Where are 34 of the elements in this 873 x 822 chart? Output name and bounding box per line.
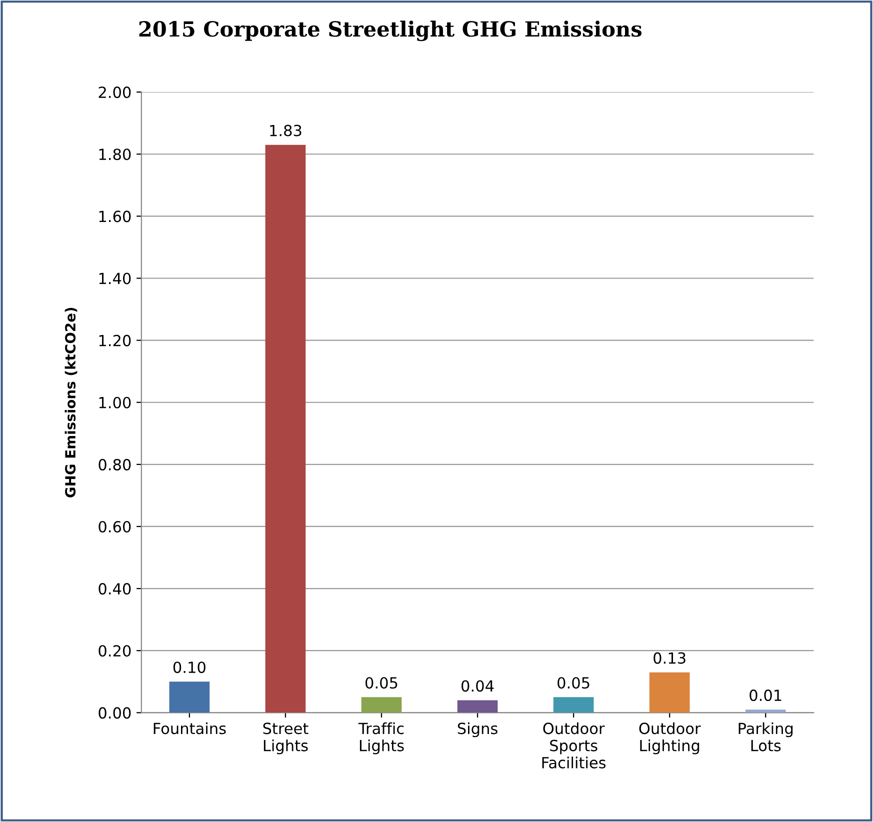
x-tick-label: Outdoor Sports Facilities [542, 722, 606, 768]
bar [361, 697, 402, 713]
y-tick-label: 2.00 [98, 86, 131, 98]
y-tick-label: 0.60 [98, 520, 131, 533]
y-tick-label: 1.40 [99, 272, 131, 284]
data-label: 0.05 [366, 677, 398, 689]
y-tick-label: 0.40 [98, 583, 131, 595]
y-tick-label: 0.80 [98, 458, 131, 470]
y-tick-label: 1.20 [99, 334, 131, 346]
y-tick-label: 0.00 [98, 707, 131, 719]
data-label: 1.83 [270, 124, 302, 136]
data-label: 0.10 [173, 662, 206, 674]
y-tick-label: 1.80 [99, 148, 131, 160]
data-label: 0.05 [558, 677, 590, 689]
bar [265, 144, 306, 713]
bar [457, 700, 498, 713]
bar [169, 682, 210, 713]
x-tick-label: Parking Lots [738, 722, 793, 752]
chart-title: 2015 Corporate Streetlight GHG Emissions [139, 20, 642, 42]
y-tick-label: 1.00 [99, 396, 131, 408]
y-tick-label: 0.20 [98, 645, 131, 657]
data-label: 0.04 [462, 680, 494, 692]
bar [745, 710, 786, 713]
y-axis-title: GHG Emissions (ktCO2e) [64, 308, 78, 498]
y-tick-label: 1.60 [99, 210, 131, 222]
x-tick-label: Outdoor Lighting [639, 722, 701, 754]
x-tick-label: Fountains [154, 722, 226, 734]
x-tick-label: Traffic Lights [358, 722, 404, 754]
x-tick-label: Street Lights [263, 722, 308, 754]
data-label: 0.01 [750, 690, 782, 702]
bar [649, 672, 690, 713]
bar [553, 697, 594, 713]
data-label: 0.13 [654, 652, 686, 664]
x-tick-label: Signs [458, 722, 498, 738]
